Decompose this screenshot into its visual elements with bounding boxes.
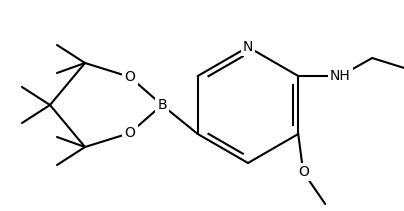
Text: O: O bbox=[124, 126, 135, 140]
Text: O: O bbox=[298, 165, 309, 179]
Text: B: B bbox=[157, 98, 167, 112]
Text: N: N bbox=[243, 40, 253, 54]
Text: NH: NH bbox=[330, 69, 351, 83]
Text: O: O bbox=[124, 70, 135, 84]
